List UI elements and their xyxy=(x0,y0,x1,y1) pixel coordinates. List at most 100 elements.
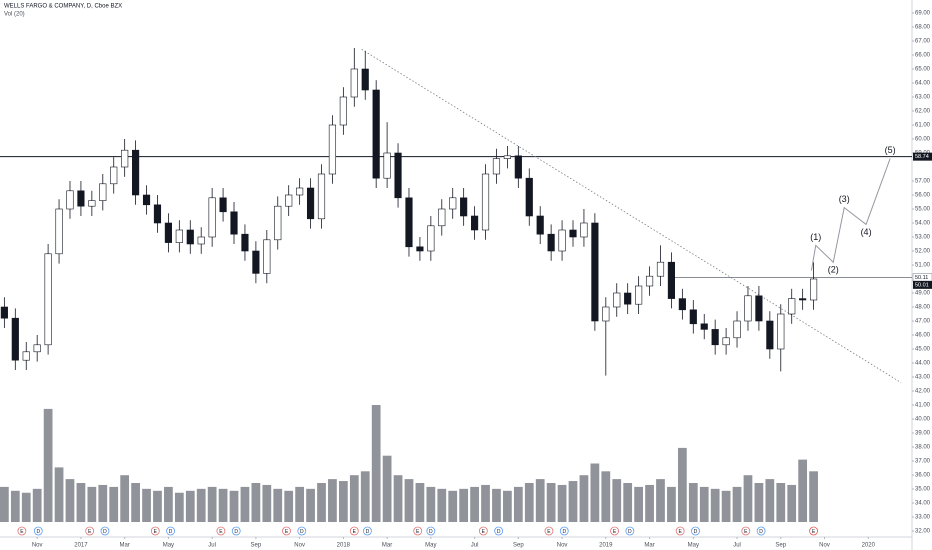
candle-body xyxy=(547,233,555,252)
candle-body xyxy=(186,229,194,245)
x-tick-label: May xyxy=(425,543,436,549)
x-tick-label: Sep xyxy=(251,543,262,549)
candle-body xyxy=(164,222,172,243)
event-marker xyxy=(100,526,110,536)
candle-body xyxy=(427,225,435,252)
projection-path xyxy=(810,158,891,271)
volume-bar xyxy=(295,486,304,522)
candle-body xyxy=(197,236,205,245)
event-label: E xyxy=(154,529,158,535)
wave-label: (4) xyxy=(861,227,872,237)
event-marker xyxy=(166,526,175,536)
y-tick-label: 56.00 xyxy=(915,193,931,199)
volume-bar xyxy=(240,486,250,522)
volume-bar xyxy=(459,488,469,522)
candle-body xyxy=(449,197,457,210)
candle-body xyxy=(667,261,676,299)
y-tick-label: 52.00 xyxy=(915,249,931,255)
volume-bar xyxy=(21,492,31,522)
x-tick-label: 2019 xyxy=(599,543,613,549)
volume-bar xyxy=(120,475,130,522)
event-label: E xyxy=(416,529,420,535)
candle-body xyxy=(11,317,19,361)
candle-body xyxy=(733,320,741,339)
volume-bar xyxy=(656,479,665,522)
candle-body xyxy=(678,298,686,311)
candle-body xyxy=(33,344,41,353)
candle-body xyxy=(645,275,654,287)
candle-body xyxy=(788,298,796,315)
candle-body xyxy=(263,239,271,274)
candle-body xyxy=(208,197,216,238)
volume-bar xyxy=(251,483,261,522)
candle-body xyxy=(591,222,599,322)
candle-body xyxy=(613,292,621,308)
event-label: D xyxy=(759,529,763,535)
event-marker xyxy=(349,526,359,536)
event-marker xyxy=(691,526,700,536)
candle-body xyxy=(285,194,293,207)
x-tick-label: Jul xyxy=(471,543,479,549)
y-tick-label: 65.00 xyxy=(915,67,931,73)
candle-body xyxy=(700,323,708,330)
resistance-tag-label: 58.74 xyxy=(915,154,929,160)
candle-body xyxy=(142,194,151,206)
event-marker xyxy=(363,526,372,536)
candle-body xyxy=(503,155,511,159)
y-tick-label: 61.00 xyxy=(915,123,931,129)
event-marker xyxy=(610,526,619,536)
y-tick-label: 53.00 xyxy=(915,235,931,241)
volume-bar xyxy=(634,486,643,522)
event-marker xyxy=(297,526,307,536)
volume-bar xyxy=(710,488,720,522)
y-tick-label: 46.00 xyxy=(915,333,931,339)
candle-body xyxy=(722,337,730,346)
candle-body xyxy=(274,205,282,241)
candle-body xyxy=(110,166,118,185)
x-tick-label: Sep xyxy=(513,543,524,549)
volume-bar xyxy=(98,484,108,522)
candle-body xyxy=(252,250,260,274)
event-marker xyxy=(478,526,488,536)
event-marker xyxy=(17,526,27,536)
candle-body xyxy=(580,222,588,238)
y-tick-label: 69.00 xyxy=(915,11,931,17)
candle-body xyxy=(88,200,96,207)
event-marker xyxy=(33,526,43,536)
x-tick-label: 2018 xyxy=(337,543,351,549)
y-tick-label: 36.00 xyxy=(915,473,931,479)
y-tick-label: 42.00 xyxy=(915,389,931,395)
x-tick-label: Sep xyxy=(775,543,786,549)
volume-bar xyxy=(623,483,633,522)
y-tick-label: 48.00 xyxy=(915,305,931,311)
event-marker xyxy=(413,526,423,536)
event-label: D xyxy=(36,529,40,535)
y-tick-label: 40.00 xyxy=(915,417,931,423)
candle-body xyxy=(624,292,632,305)
y-tick-label: 38.00 xyxy=(915,445,931,451)
event-label: D xyxy=(497,529,501,535)
candle-body xyxy=(241,233,249,252)
volume-bar xyxy=(688,483,698,522)
candle-body xyxy=(711,329,719,346)
volume-bar xyxy=(196,488,206,522)
volume-bar xyxy=(645,484,654,522)
y-tick-label: 51.00 xyxy=(915,263,931,269)
x-tick-label: Mar xyxy=(119,543,129,549)
volume-bar xyxy=(164,486,173,522)
volume-bar xyxy=(535,479,545,522)
volume-bar xyxy=(229,490,239,522)
event-marker xyxy=(625,526,635,536)
event-label: D xyxy=(234,529,238,535)
candle-body xyxy=(153,204,162,224)
x-tick-label: Nov xyxy=(819,543,830,549)
event-marker xyxy=(675,526,685,536)
event-marker xyxy=(150,526,160,536)
x-tick-label: May xyxy=(688,543,699,549)
candle-body xyxy=(536,215,544,235)
event-label: E xyxy=(353,529,357,535)
volume-bar xyxy=(513,486,523,522)
candle-body xyxy=(383,152,391,179)
